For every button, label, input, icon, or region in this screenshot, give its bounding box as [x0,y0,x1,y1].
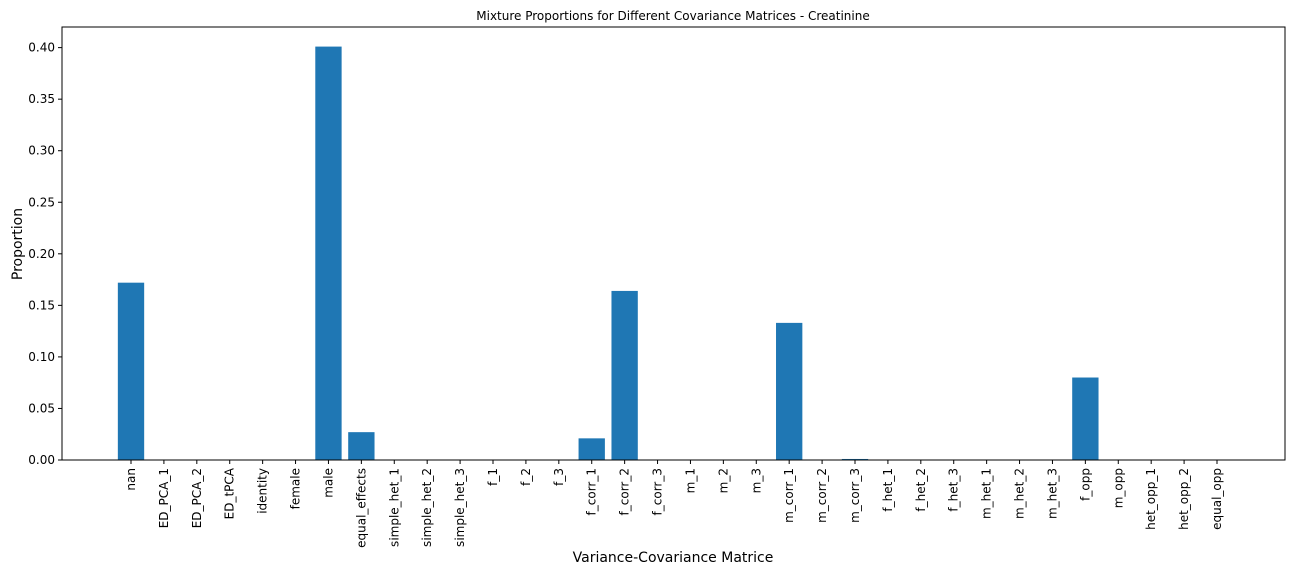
y-tick-label: 0.05 [28,401,55,415]
y-tick-label: 0.30 [28,144,55,158]
bar-m_corr_1 [776,322,803,460]
x-tick-label: simple_het_3 [453,468,467,547]
x-tick-label: equal_opp [1210,468,1224,530]
x-tick-label: m_2 [716,468,730,493]
x-tick-label: f_opp [1078,468,1092,501]
bar-nan [117,282,145,460]
x-axis: nan ED_PCA_1 ED_PCA_2 ED_tPCA identity female… [124,460,1224,548]
bar-equal_effects [348,432,375,460]
x-tick-label: f_corr_1 [585,468,599,515]
x-tick-label: m_corr_2 [815,468,829,523]
x-tick-label: m_1 [683,468,697,493]
x-tick-label: m_het_1 [980,468,994,519]
x-tick-label: female [289,468,303,509]
y-tick-label: 0.25 [28,195,55,209]
x-tick-label: f_het_2 [914,468,928,512]
x-tick-label: ED_PCA_1 [157,468,171,528]
y-tick-label: 0.20 [28,247,55,261]
x-tick-label: f_1 [486,468,500,486]
bar-f_opp [1072,377,1099,460]
x-tick-label: f_het_1 [881,468,895,512]
x-tick-label: simple_het_2 [420,468,434,547]
x-tick-label: m_opp [1111,468,1125,508]
x-tick-label: simple_het_1 [387,468,401,547]
plot-frame [61,26,1286,461]
x-tick-label: m_corr_3 [848,468,862,523]
x-tick-label: equal_effects [354,468,368,548]
chart-title: Mixture Proportions for Different Covari… [476,9,870,23]
x-tick-label: m_het_2 [1013,468,1027,519]
y-axis: 0.00 0.05 0.10 0.15 0.20 0.25 0.30 0.35 0.40 [28,41,62,467]
x-tick-label: het_opp_2 [1177,468,1191,530]
bars-group [117,46,1099,461]
x-tick-label: m_3 [749,468,763,493]
x-tick-label: m_het_3 [1045,468,1059,519]
y-tick-label: 0.35 [28,92,55,106]
x-tick-label: f_corr_2 [618,468,632,515]
x-tick-label: m_corr_1 [782,468,796,523]
bar-f_corr_2 [611,290,638,460]
x-tick-label: male [321,468,335,498]
bar-male [315,46,342,461]
bar-m_corr_3 [841,458,869,460]
x-tick-label: f_het_3 [947,468,961,512]
x-tick-label: het_opp_1 [1144,468,1158,530]
x-tick-label: f_corr_3 [651,468,665,515]
x-tick-label: ED_tPCA [223,467,237,519]
x-tick-label: ED_PCA_2 [190,468,204,528]
x-tick-label: f_2 [519,468,533,486]
y-tick-label: 0.10 [28,350,55,364]
x-tick-label: f_3 [552,468,566,486]
y-tick-label: 0.15 [28,298,55,312]
y-axis-label: Proportion [10,208,26,280]
y-tick-label: 0.40 [28,41,55,55]
x-tick-label: identity [256,468,270,514]
y-tick-label: 0.00 [28,453,55,467]
bar-f_corr_1 [578,438,605,460]
x-axis-label: Variance-Covariance Matrice [573,550,774,566]
x-tick-label: nan [124,468,138,491]
